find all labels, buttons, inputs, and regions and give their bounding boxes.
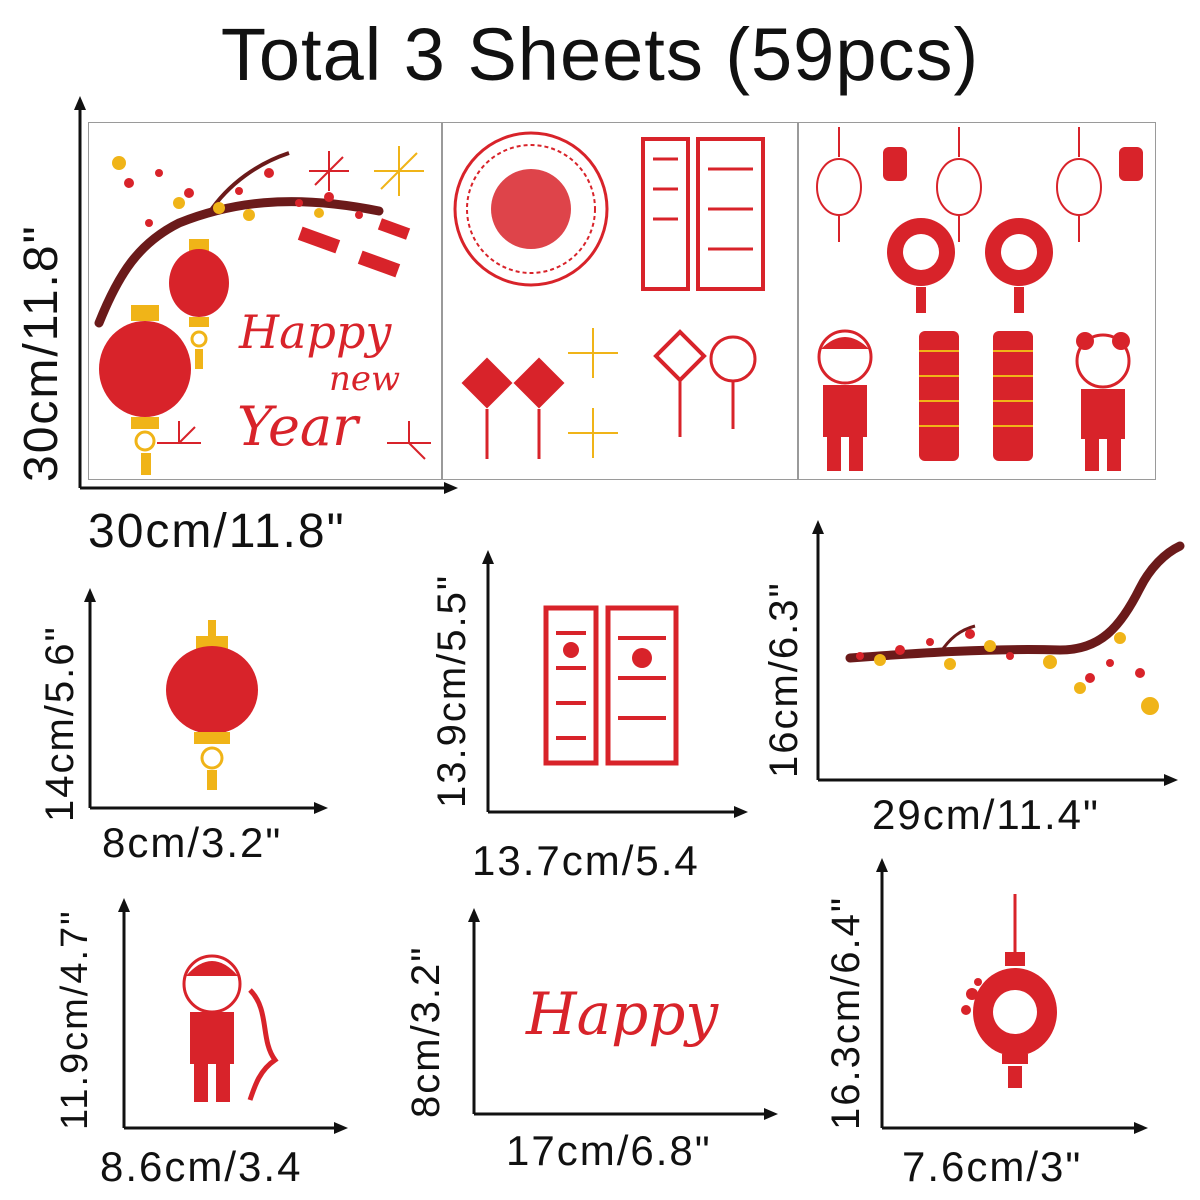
firecracker-icon [297, 218, 411, 278]
papercut-medallion [453, 131, 609, 287]
firework-icon [157, 421, 431, 460]
hanging-lantern-icon [961, 894, 1057, 1088]
hanging-lantern-height-label: 16.3cm/6.4" [824, 895, 868, 1130]
chinese-knot-icon [653, 329, 757, 437]
new-text: new [329, 359, 401, 399]
happy-text: Happy [239, 305, 392, 359]
year-text: Year [237, 395, 358, 458]
diamond-charm-icon [461, 357, 565, 459]
plum-branch-graphic [94, 151, 384, 328]
main-width-label: 30cm/11.8" [88, 505, 346, 558]
kid-icon [1075, 332, 1131, 471]
happy-script: Happy [526, 980, 719, 1048]
firework-icon [568, 328, 618, 458]
sheet-2 [442, 122, 798, 480]
sheet-3 [798, 122, 1156, 480]
firework-icon [309, 146, 424, 196]
lantern-icon [99, 305, 191, 475]
page-title: Total 3 Sheets (59pcs) [220, 13, 980, 96]
plum-branch-icon [845, 541, 1185, 715]
kid-icon [182, 954, 279, 1102]
happy-width-label: 17cm/6.8" [506, 1127, 712, 1174]
lantern-icon [166, 620, 258, 790]
boy-width-label: 8.6cm/3.4 [100, 1143, 303, 1190]
fu-papercut-icon [641, 137, 765, 291]
firecracker-string-icon [919, 331, 1033, 461]
fu-papercut-icon [543, 605, 679, 766]
hanging-lantern-width-label: 7.6cm/3" [902, 1143, 1083, 1190]
lantern-width-label: 8cm/3.2" [102, 819, 283, 866]
fu-width-label: 13.7cm/5.4 [472, 837, 700, 884]
kid-icon [817, 329, 873, 471]
sheet-1: Happy new Year [88, 122, 442, 480]
lantern-icon [169, 239, 229, 369]
branch-width-label: 29cm/11.4" [872, 791, 1100, 838]
hanging-lanterns-icon [816, 127, 1143, 313]
